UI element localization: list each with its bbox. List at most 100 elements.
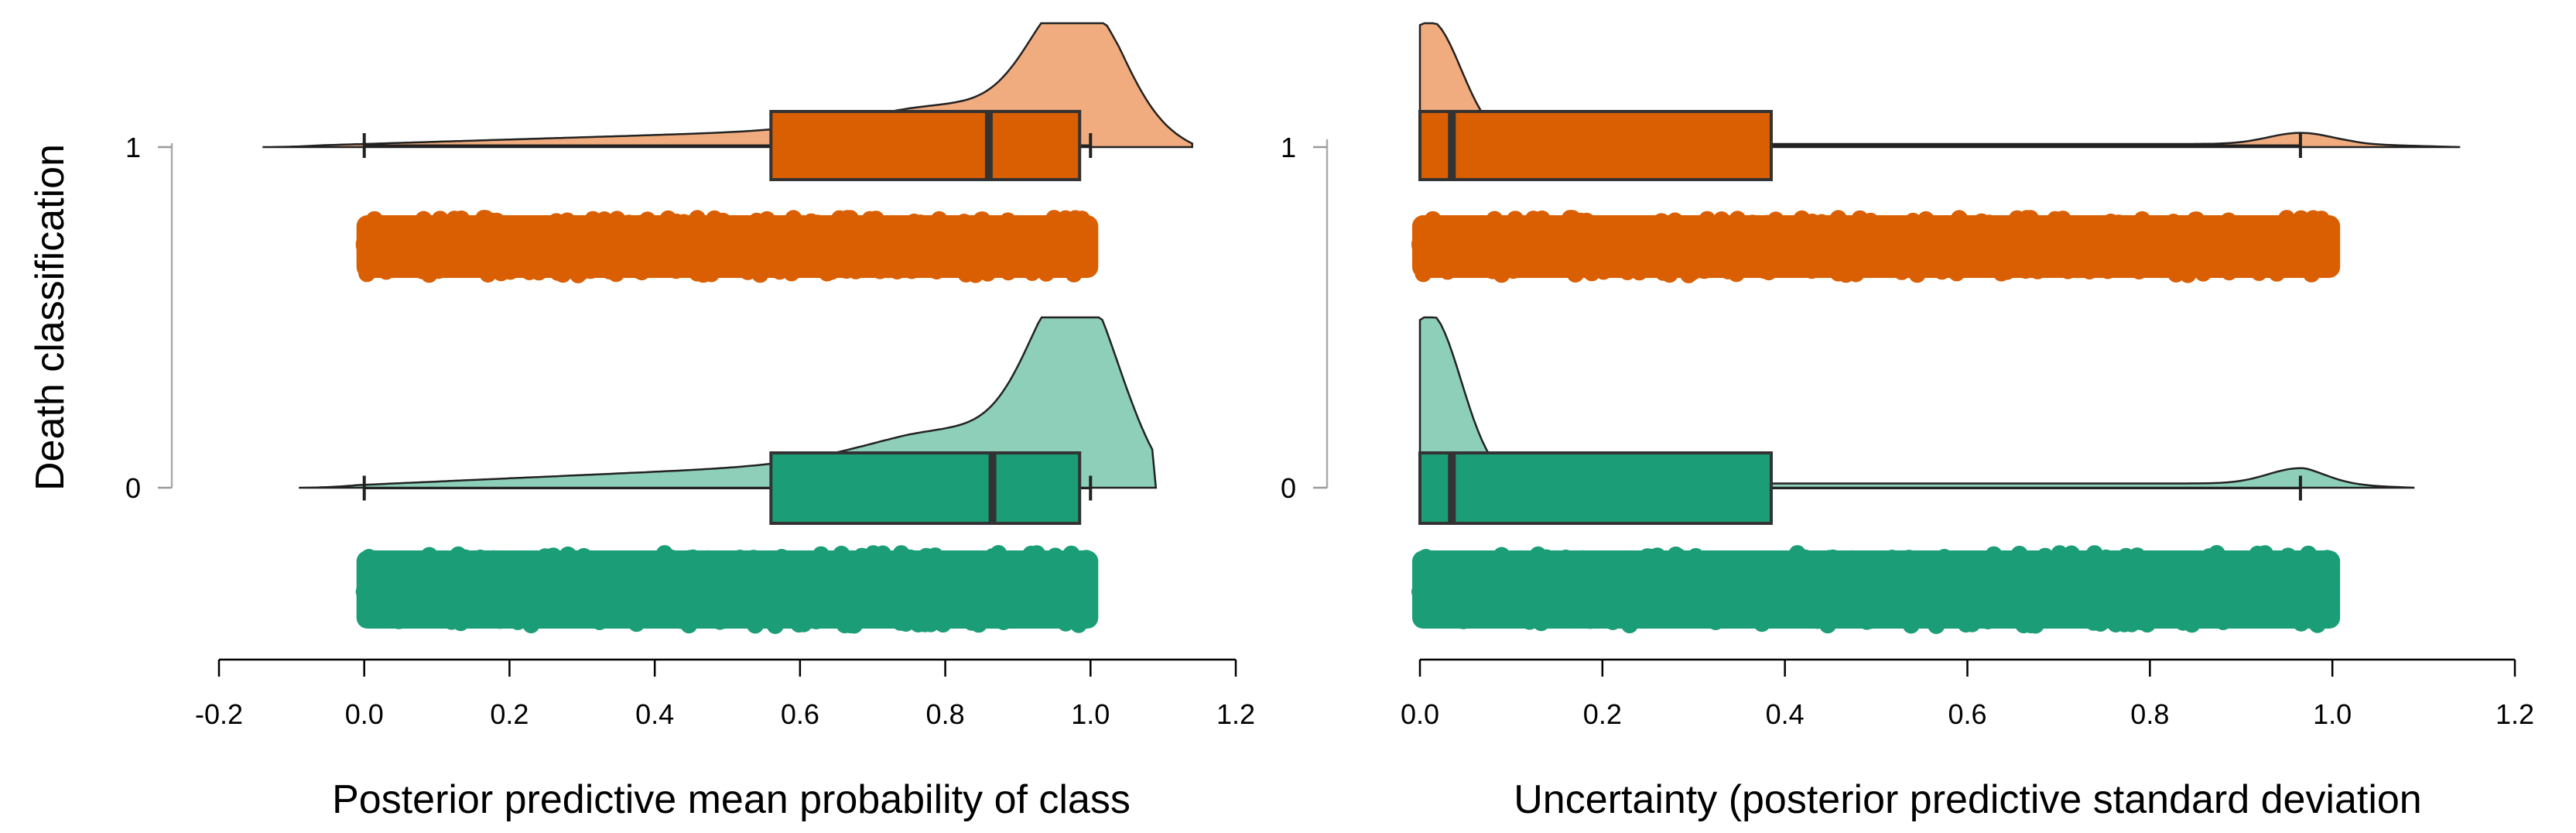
data-point <box>2190 564 2208 582</box>
data-point <box>1044 228 1062 246</box>
data-point <box>928 262 946 279</box>
data-point <box>914 611 932 629</box>
data-point <box>1441 576 1459 594</box>
data-point <box>1849 250 1866 268</box>
data-point <box>1565 256 1583 274</box>
data-point <box>1073 211 1090 228</box>
data-point <box>741 571 758 588</box>
data-point <box>707 215 725 233</box>
series-0 <box>1411 316 2415 634</box>
data-point <box>554 255 571 273</box>
data-point <box>636 555 654 573</box>
data-point <box>930 211 948 228</box>
data-point <box>659 567 676 585</box>
data-point <box>839 210 856 228</box>
data-point <box>2239 221 2257 238</box>
data-point <box>1760 254 1777 272</box>
data-point <box>1654 574 1672 591</box>
data-point <box>503 245 521 262</box>
data-point <box>548 550 566 568</box>
data-point <box>697 609 714 627</box>
data-point <box>1025 605 1043 622</box>
data-point <box>1744 593 1762 610</box>
data-point <box>460 239 478 257</box>
data-point <box>2171 595 2188 613</box>
data-point <box>1618 605 1636 623</box>
data-point <box>2290 596 2308 614</box>
data-point <box>1417 549 1435 566</box>
data-point <box>1900 257 1918 275</box>
data-point <box>790 615 808 633</box>
data-point <box>1678 571 1695 588</box>
data-point <box>561 548 579 566</box>
data-point <box>747 553 765 571</box>
data-point <box>1520 257 1538 275</box>
data-point <box>2112 611 2130 629</box>
data-point <box>1057 614 1075 632</box>
data-point <box>453 599 470 617</box>
raindrop-points <box>355 545 1099 634</box>
box-iqr <box>769 110 1082 181</box>
data-point <box>573 608 591 626</box>
data-point <box>662 549 679 567</box>
data-point <box>667 262 685 279</box>
data-point <box>679 572 697 590</box>
right-panel: 0 1 0.0 0.2 0.4 0.6 0.8 1.0 1.2 Uncertainty (post… <box>1281 22 2534 822</box>
data-point <box>1597 245 1615 262</box>
data-point <box>1873 556 1891 574</box>
data-point <box>2136 557 2154 575</box>
data-point <box>883 599 901 617</box>
data-point <box>969 225 986 243</box>
data-point <box>357 565 375 583</box>
data-point <box>995 556 1013 574</box>
data-point <box>576 560 594 578</box>
data-point <box>488 212 506 230</box>
data-point <box>1697 213 1715 231</box>
data-point <box>1482 259 1499 277</box>
data-point <box>1418 248 1435 266</box>
data-point <box>2181 225 2199 243</box>
data-point <box>2280 242 2297 260</box>
data-point <box>1046 547 1064 565</box>
data-point <box>1055 596 1073 614</box>
data-point <box>1764 590 1781 608</box>
data-point <box>1996 249 2014 267</box>
data-point <box>2157 591 2174 609</box>
data-point <box>785 602 802 620</box>
data-point <box>1793 210 1811 228</box>
data-point <box>2220 263 2238 281</box>
data-point <box>1731 560 1749 578</box>
data-point <box>950 579 968 597</box>
data-point <box>1796 549 1814 567</box>
data-point <box>1510 221 1528 238</box>
data-point <box>2083 237 2101 255</box>
data-point <box>360 549 378 566</box>
data-point <box>1001 236 1019 253</box>
data-point <box>411 216 429 233</box>
data-point <box>1849 231 1866 248</box>
data-point <box>1653 550 1671 568</box>
data-point <box>2022 581 2040 598</box>
data-point <box>1712 571 1729 589</box>
x-tick-label: 1.2 <box>1216 698 1255 730</box>
data-point <box>2160 223 2177 241</box>
data-point <box>1920 605 1938 623</box>
data-point <box>1543 239 1561 257</box>
data-point <box>1548 557 1565 574</box>
data-point <box>1815 592 1833 610</box>
data-point <box>566 245 583 262</box>
data-point <box>1743 214 1761 232</box>
data-point <box>549 574 566 591</box>
data-point <box>370 228 388 246</box>
box-iqr <box>1418 110 1773 181</box>
data-point <box>1850 563 1867 581</box>
data-point <box>817 567 835 584</box>
data-point <box>2183 615 2201 633</box>
data-point <box>1764 555 1781 573</box>
data-point <box>405 236 422 253</box>
data-point <box>769 588 787 606</box>
data-point <box>1685 608 1702 626</box>
data-point <box>1990 554 2008 571</box>
data-point <box>1853 215 1871 233</box>
data-point <box>1455 611 1473 629</box>
